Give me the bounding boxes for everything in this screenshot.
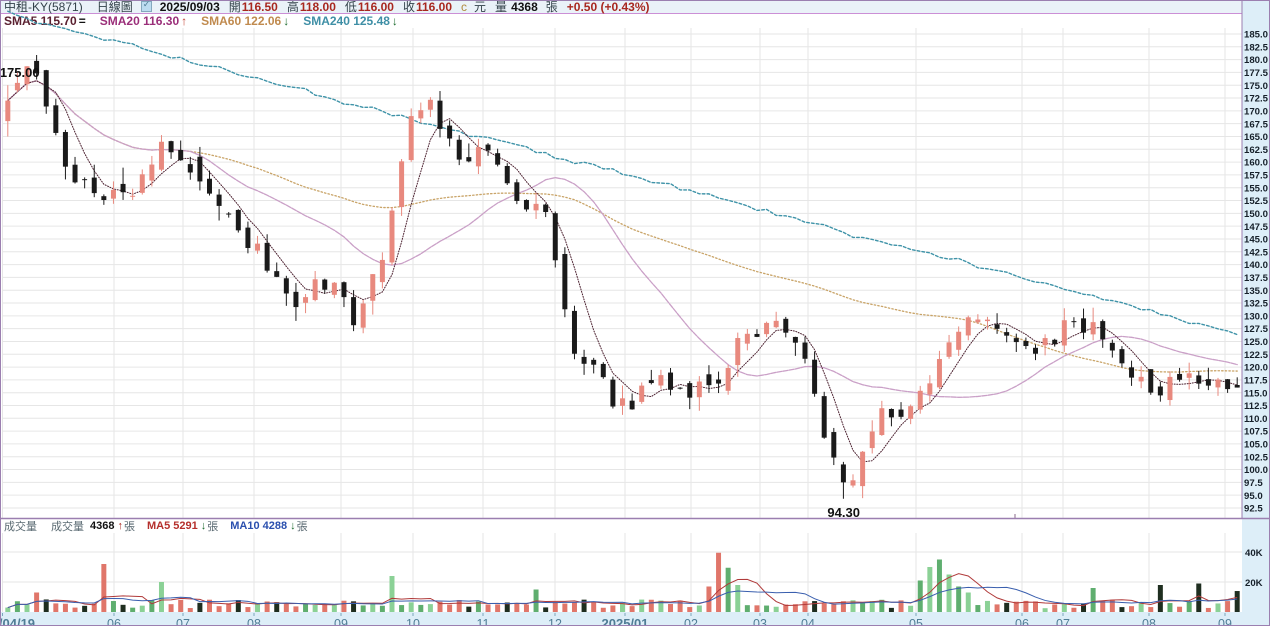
- svg-text:06: 06: [107, 617, 121, 626]
- svg-text:2025/01: 2025/01: [602, 616, 649, 626]
- svg-text:180.0: 180.0: [1244, 55, 1268, 66]
- svg-text:175.00: 175.00: [0, 65, 40, 80]
- svg-text:06: 06: [1015, 617, 1029, 626]
- svg-text:152.5: 152.5: [1244, 196, 1269, 207]
- svg-text:155.0: 155.0: [1244, 183, 1268, 194]
- svg-text:157.5: 157.5: [1244, 171, 1269, 182]
- svg-text:170.0: 170.0: [1244, 106, 1268, 117]
- svg-text:100.0: 100.0: [1244, 465, 1268, 476]
- svg-text:107.5: 107.5: [1244, 427, 1269, 438]
- svg-text:07: 07: [1056, 617, 1070, 626]
- svg-text:92.5: 92.5: [1244, 504, 1263, 515]
- svg-text:162.5: 162.5: [1244, 145, 1269, 156]
- svg-text:185.0: 185.0: [1244, 30, 1268, 41]
- svg-text:10: 10: [406, 617, 420, 626]
- svg-text:175.0: 175.0: [1244, 81, 1268, 92]
- svg-text:165.0: 165.0: [1244, 132, 1268, 143]
- svg-text:160.0: 160.0: [1244, 158, 1268, 169]
- svg-text:125.0: 125.0: [1244, 337, 1268, 348]
- svg-text:07: 07: [176, 617, 190, 626]
- svg-text:142.5: 142.5: [1244, 247, 1269, 258]
- svg-text:117.5: 117.5: [1244, 375, 1268, 386]
- svg-text:137.5: 137.5: [1244, 273, 1269, 284]
- svg-text:132.5: 132.5: [1244, 299, 1269, 310]
- svg-text:02: 02: [684, 617, 698, 626]
- svg-text:112.5: 112.5: [1244, 401, 1268, 412]
- svg-text:150.0: 150.0: [1244, 209, 1268, 220]
- svg-text:09: 09: [1218, 617, 1232, 626]
- svg-text:20K: 20K: [1245, 578, 1263, 589]
- svg-text:40K: 40K: [1245, 548, 1263, 559]
- svg-text:97.5: 97.5: [1244, 478, 1263, 489]
- svg-text:102.5: 102.5: [1244, 452, 1269, 463]
- svg-text:147.5: 147.5: [1244, 222, 1269, 233]
- svg-text:135.0: 135.0: [1244, 286, 1268, 297]
- svg-text:172.5: 172.5: [1244, 94, 1269, 105]
- svg-text:127.5: 127.5: [1244, 324, 1269, 335]
- svg-text:130.0: 130.0: [1244, 311, 1268, 322]
- svg-text:2024/04/19: 2024/04/19: [0, 616, 35, 626]
- svg-text:05: 05: [909, 617, 923, 626]
- svg-text:145.0: 145.0: [1244, 235, 1268, 246]
- svg-text:122.5: 122.5: [1244, 350, 1269, 361]
- svg-text:177.5: 177.5: [1244, 68, 1269, 79]
- svg-text:115.0: 115.0: [1244, 388, 1267, 399]
- svg-text:08: 08: [247, 617, 261, 626]
- svg-text:167.5: 167.5: [1244, 119, 1269, 130]
- svg-text:95.0: 95.0: [1244, 491, 1263, 502]
- svg-text:140.0: 140.0: [1244, 260, 1268, 271]
- svg-text:09: 09: [334, 617, 348, 626]
- svg-text:12: 12: [548, 617, 562, 626]
- svg-text:04: 04: [801, 617, 815, 626]
- svg-text:08: 08: [1142, 617, 1156, 626]
- svg-text:182.5: 182.5: [1244, 42, 1269, 53]
- svg-text:03: 03: [753, 617, 767, 626]
- svg-text:94.30: 94.30: [827, 505, 860, 520]
- svg-text:11: 11: [477, 617, 490, 626]
- svg-text:105.0: 105.0: [1244, 440, 1268, 451]
- svg-text:110.0: 110.0: [1244, 414, 1267, 425]
- svg-text:120.0: 120.0: [1244, 363, 1268, 374]
